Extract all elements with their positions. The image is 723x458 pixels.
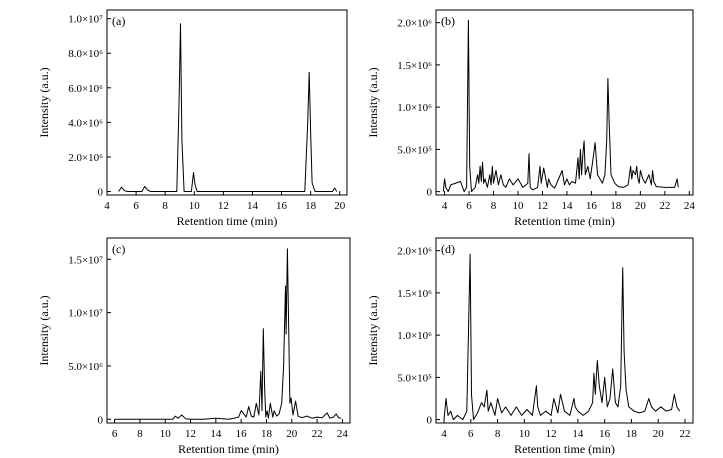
panel-c: 6 8 10 12 14 16 18 20 22 24 0 5.0×10⁶ 1.0×10⁷ 1.5×10⁷…	[37, 237, 351, 456]
x-tick-label: 20	[635, 200, 647, 212]
x-tick-label: 8	[137, 428, 143, 440]
y-tick-label: 2.0×10⁶	[397, 246, 432, 258]
y-tick-label: 1.0×10⁶	[397, 102, 432, 114]
x-tick-label: 12	[185, 428, 196, 440]
x-tick-label: 10	[189, 200, 201, 212]
x-tick-label: 6	[468, 428, 474, 440]
x-tick-label: 12	[218, 200, 229, 212]
x-tick-label: 20	[334, 200, 346, 212]
y-tick-label: 0	[98, 414, 104, 426]
x-tick-label: 10	[512, 200, 524, 212]
y-tick-label: 1.5×10⁶	[397, 288, 432, 300]
x-tick-label: 22	[659, 200, 670, 212]
x-axis-title: Retention time (min)	[178, 442, 279, 456]
y-tick-label: 1.0×10⁷	[68, 14, 103, 26]
x-tick-label: 18	[626, 428, 638, 440]
plot-frame	[435, 9, 694, 196]
panel-d: 4 6 8 10 12 14 16 18 20 22 0 5.0×10⁵ 1.0×10⁶ 1.5×10⁶ 2…	[366, 237, 694, 456]
x-tick-label: 10	[160, 428, 172, 440]
x-tick-label: 22	[312, 428, 323, 440]
x-tick-label: 4	[441, 428, 447, 440]
x-tick-label: 10	[519, 428, 531, 440]
plot-frame	[435, 237, 694, 424]
x-tick-label: 22	[679, 428, 690, 440]
y-axis-title: Intensity (a.u.)	[37, 67, 51, 137]
x-tick-label: 8	[162, 200, 168, 212]
x-tick-label: 14	[210, 428, 222, 440]
x-tick-label: 16	[599, 428, 611, 440]
y-tick-label: 1.0×10⁶	[397, 330, 432, 342]
y-axis-title: Intensity (a.u.)	[366, 67, 380, 137]
x-tick-label: 6	[466, 200, 472, 212]
x-tick-label: 16	[276, 200, 288, 212]
y-tick-label: 2.0×10⁶	[68, 152, 103, 164]
x-tick-label: 20	[653, 428, 665, 440]
x-tick-label: 14	[572, 428, 584, 440]
x-tick-label: 24	[684, 200, 696, 212]
x-tick-label: 8	[495, 428, 501, 440]
y-tick-label: 5.0×10⁵	[397, 372, 432, 384]
y-tick-label: 1.0×10⁷	[68, 308, 103, 320]
plot-frame	[106, 237, 351, 424]
x-tick-label: 8	[491, 200, 497, 212]
x-tick-label: 14	[247, 200, 259, 212]
y-tick-label: 2.0×10⁶	[397, 18, 432, 30]
x-axis-title: Retention time (min)	[514, 214, 615, 228]
x-axis-title: Retention time (min)	[177, 214, 278, 228]
x-tick-label: 4	[442, 200, 448, 212]
series-line	[118, 23, 338, 192]
y-tick-label: 1.5×10⁶	[397, 60, 432, 72]
panel-label: (b)	[441, 14, 455, 28]
y-axis-title: Intensity (a.u.)	[37, 295, 51, 365]
series-line	[443, 253, 681, 421]
x-tick-label: 24	[337, 428, 349, 440]
y-tick-label: 6.0×10⁶	[68, 83, 103, 95]
y-tick-label: 5.0×10⁶	[68, 361, 103, 373]
x-tick-label: 6	[112, 428, 118, 440]
y-tick-label: 0	[427, 415, 433, 427]
series-line	[114, 248, 342, 420]
panel-b: 4 6 8 10 12 14 16 18 20 22 24 0 5.0×10⁵ 1.0×10⁶ 1.5×10…	[366, 9, 696, 228]
y-tick-label: 5.0×10⁵	[397, 144, 432, 156]
panel-label: (a)	[112, 14, 125, 28]
x-axis-title: Retention time (min)	[514, 442, 615, 456]
y-axis-title: Intensity (a.u.)	[366, 295, 380, 365]
panel-label: (c)	[112, 242, 125, 256]
y-tick-label: 0	[427, 187, 433, 199]
series-line	[442, 19, 679, 193]
y-tick-label: 4.0×10⁶	[68, 117, 103, 129]
x-tick-label: 12	[546, 428, 557, 440]
y-tick-label: 1.5×10⁷	[68, 254, 103, 266]
x-tick-label: 18	[261, 428, 273, 440]
y-tick-label: 0	[98, 187, 104, 199]
x-tick-label: 16	[586, 200, 598, 212]
x-tick-label: 14	[561, 200, 573, 212]
panel-a: 4 6 8 10 12 14 16 18 20 0 2.0×10⁶ 4.0×10⁶ 6.0×10⁶ 8.0…	[37, 9, 348, 228]
x-tick-label: 18	[610, 200, 622, 212]
x-tick-label: 4	[104, 200, 110, 212]
x-tick-label: 12	[537, 200, 548, 212]
x-tick-label: 6	[133, 200, 139, 212]
x-tick-label: 18	[305, 200, 317, 212]
panel-label: (d)	[441, 242, 455, 256]
x-tick-label: 16	[236, 428, 248, 440]
plot-frame	[106, 9, 348, 196]
x-tick-label: 20	[286, 428, 298, 440]
y-tick-label: 8.0×10⁶	[68, 48, 103, 60]
